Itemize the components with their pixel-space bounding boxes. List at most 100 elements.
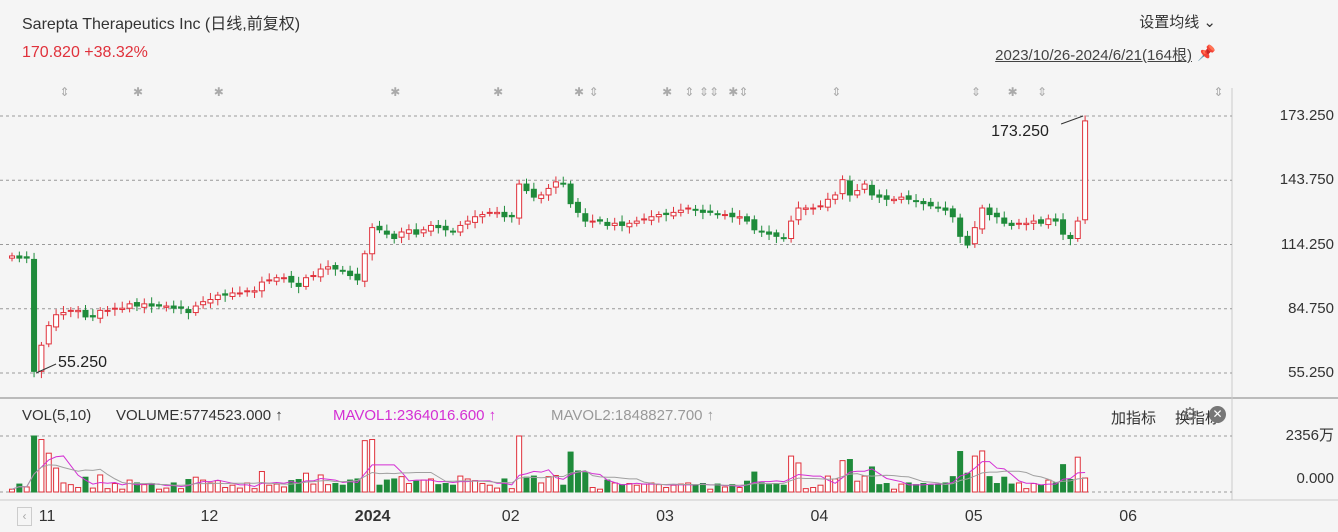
- candle-body: [347, 270, 354, 277]
- y-tick-label: 55.250: [1288, 364, 1334, 381]
- candle-body: [817, 205, 824, 208]
- candle-body: [758, 230, 765, 233]
- candle-body: [957, 217, 964, 237]
- candle-body: [692, 208, 699, 211]
- volume-bar: [38, 439, 45, 493]
- volume-bar: [1008, 483, 1015, 493]
- volume-bar: [721, 486, 728, 493]
- candle-body: [398, 231, 405, 238]
- gear-icon[interactable]: ⚙: [1181, 404, 1198, 424]
- candle-body: [560, 182, 567, 185]
- candle-body: [280, 277, 287, 280]
- candle-body: [597, 219, 603, 222]
- volume-bar: [111, 483, 118, 493]
- volume-value: VOLUME:5774523.000 ↑: [116, 407, 283, 424]
- candle-body: [633, 220, 640, 224]
- candle-body: [383, 230, 390, 235]
- chart-title: Sarepta Therapeutics Inc (日线,前复权): [22, 16, 301, 33]
- chevron-down-icon: ⌄: [1203, 14, 1216, 31]
- candle-body: [126, 303, 133, 309]
- candle-body: [317, 268, 324, 278]
- candle-body: [663, 212, 670, 216]
- volume-bar: [611, 482, 618, 493]
- candle-body: [222, 293, 229, 296]
- mavol1-value: MAVOL1:2364016.600 ↑: [333, 407, 497, 424]
- volume-bar: [339, 484, 346, 493]
- candle-body: [567, 183, 574, 205]
- candle-body: [964, 235, 971, 246]
- volume-bar: [663, 487, 670, 493]
- candle-body: [1045, 218, 1052, 226]
- candle-body: [846, 180, 853, 196]
- volume-bar: [288, 480, 295, 493]
- candle-body: [288, 275, 295, 283]
- volume-bar: [633, 484, 640, 493]
- candle-body: [611, 222, 618, 226]
- volume-bar: [126, 479, 133, 493]
- candle-body: [45, 325, 52, 345]
- candle-body: [97, 309, 104, 319]
- volume-bar: [251, 488, 258, 493]
- volume-bar: [82, 476, 89, 493]
- ma-setting-button[interactable]: 设置均线 ⌄: [1139, 11, 1216, 32]
- x-tick-label: 06: [1119, 508, 1137, 525]
- volume-bar: [383, 479, 390, 493]
- event-marker: ✱: [214, 85, 224, 99]
- volume-bar: [75, 487, 82, 493]
- volume-bar: [971, 455, 978, 493]
- volume-bar: [942, 482, 949, 493]
- candle-body: [38, 344, 45, 372]
- candle-body: [619, 221, 626, 226]
- date-range[interactable]: 2023/10/26-2024/6/21(164根): [995, 47, 1192, 64]
- event-marker: ⇕: [831, 85, 841, 99]
- volume-bar: [97, 474, 104, 493]
- volume-bar: [472, 480, 479, 493]
- candle-body: [16, 255, 23, 259]
- add-indicator-button[interactable]: 加指标: [1110, 410, 1156, 427]
- candle-body: [310, 275, 317, 278]
- candle-body: [854, 190, 861, 196]
- mavol2-line: [11, 464, 1086, 490]
- volume-bar: [89, 487, 96, 493]
- scroll-left-button[interactable]: ‹: [17, 507, 32, 526]
- volume-bar: [891, 488, 897, 493]
- candle-body: [604, 221, 611, 226]
- volume-bar: [207, 482, 214, 493]
- y-tick-label: 84.750: [1288, 299, 1334, 317]
- candle-body: [376, 225, 383, 231]
- price-change: 170.820 +38.32%: [22, 44, 148, 62]
- volume-bar: [148, 483, 155, 493]
- volume-bar: [993, 483, 1000, 493]
- event-marker: ✱: [662, 85, 672, 99]
- candle-body: [729, 212, 736, 218]
- volume-bar: [986, 476, 993, 493]
- pin-icon[interactable]: 📌: [1197, 45, 1216, 62]
- candle-body: [200, 301, 207, 306]
- x-tick-label: 11: [38, 508, 56, 525]
- candle-body: [435, 224, 442, 229]
- candle-body: [986, 207, 993, 216]
- event-marker: ⇕: [1213, 85, 1223, 99]
- candle-body: [905, 195, 912, 200]
- candle-body: [648, 216, 655, 221]
- event-marker: ✱: [390, 85, 400, 99]
- candle-body: [442, 225, 449, 231]
- volume-bar: [464, 478, 471, 493]
- volume-bar: [354, 478, 361, 493]
- candle-body: [545, 187, 552, 196]
- candle-body: [751, 219, 758, 231]
- candle-body: [361, 253, 368, 282]
- volume-bar: [744, 480, 750, 493]
- candle-body: [354, 273, 361, 281]
- candle-body: [1038, 219, 1044, 224]
- candle-body: [23, 256, 30, 259]
- x-tick-label: 04: [810, 508, 829, 525]
- event-marker: ✱: [133, 85, 143, 99]
- volume-bar: [729, 484, 736, 493]
- volume-bar: [67, 484, 74, 493]
- candle-body: [685, 207, 692, 210]
- event-marker: ⇕⇕: [699, 85, 719, 99]
- close-icon[interactable]: ✕: [1209, 406, 1226, 423]
- switch-indicator-button[interactable]: 换指标: [1174, 410, 1220, 427]
